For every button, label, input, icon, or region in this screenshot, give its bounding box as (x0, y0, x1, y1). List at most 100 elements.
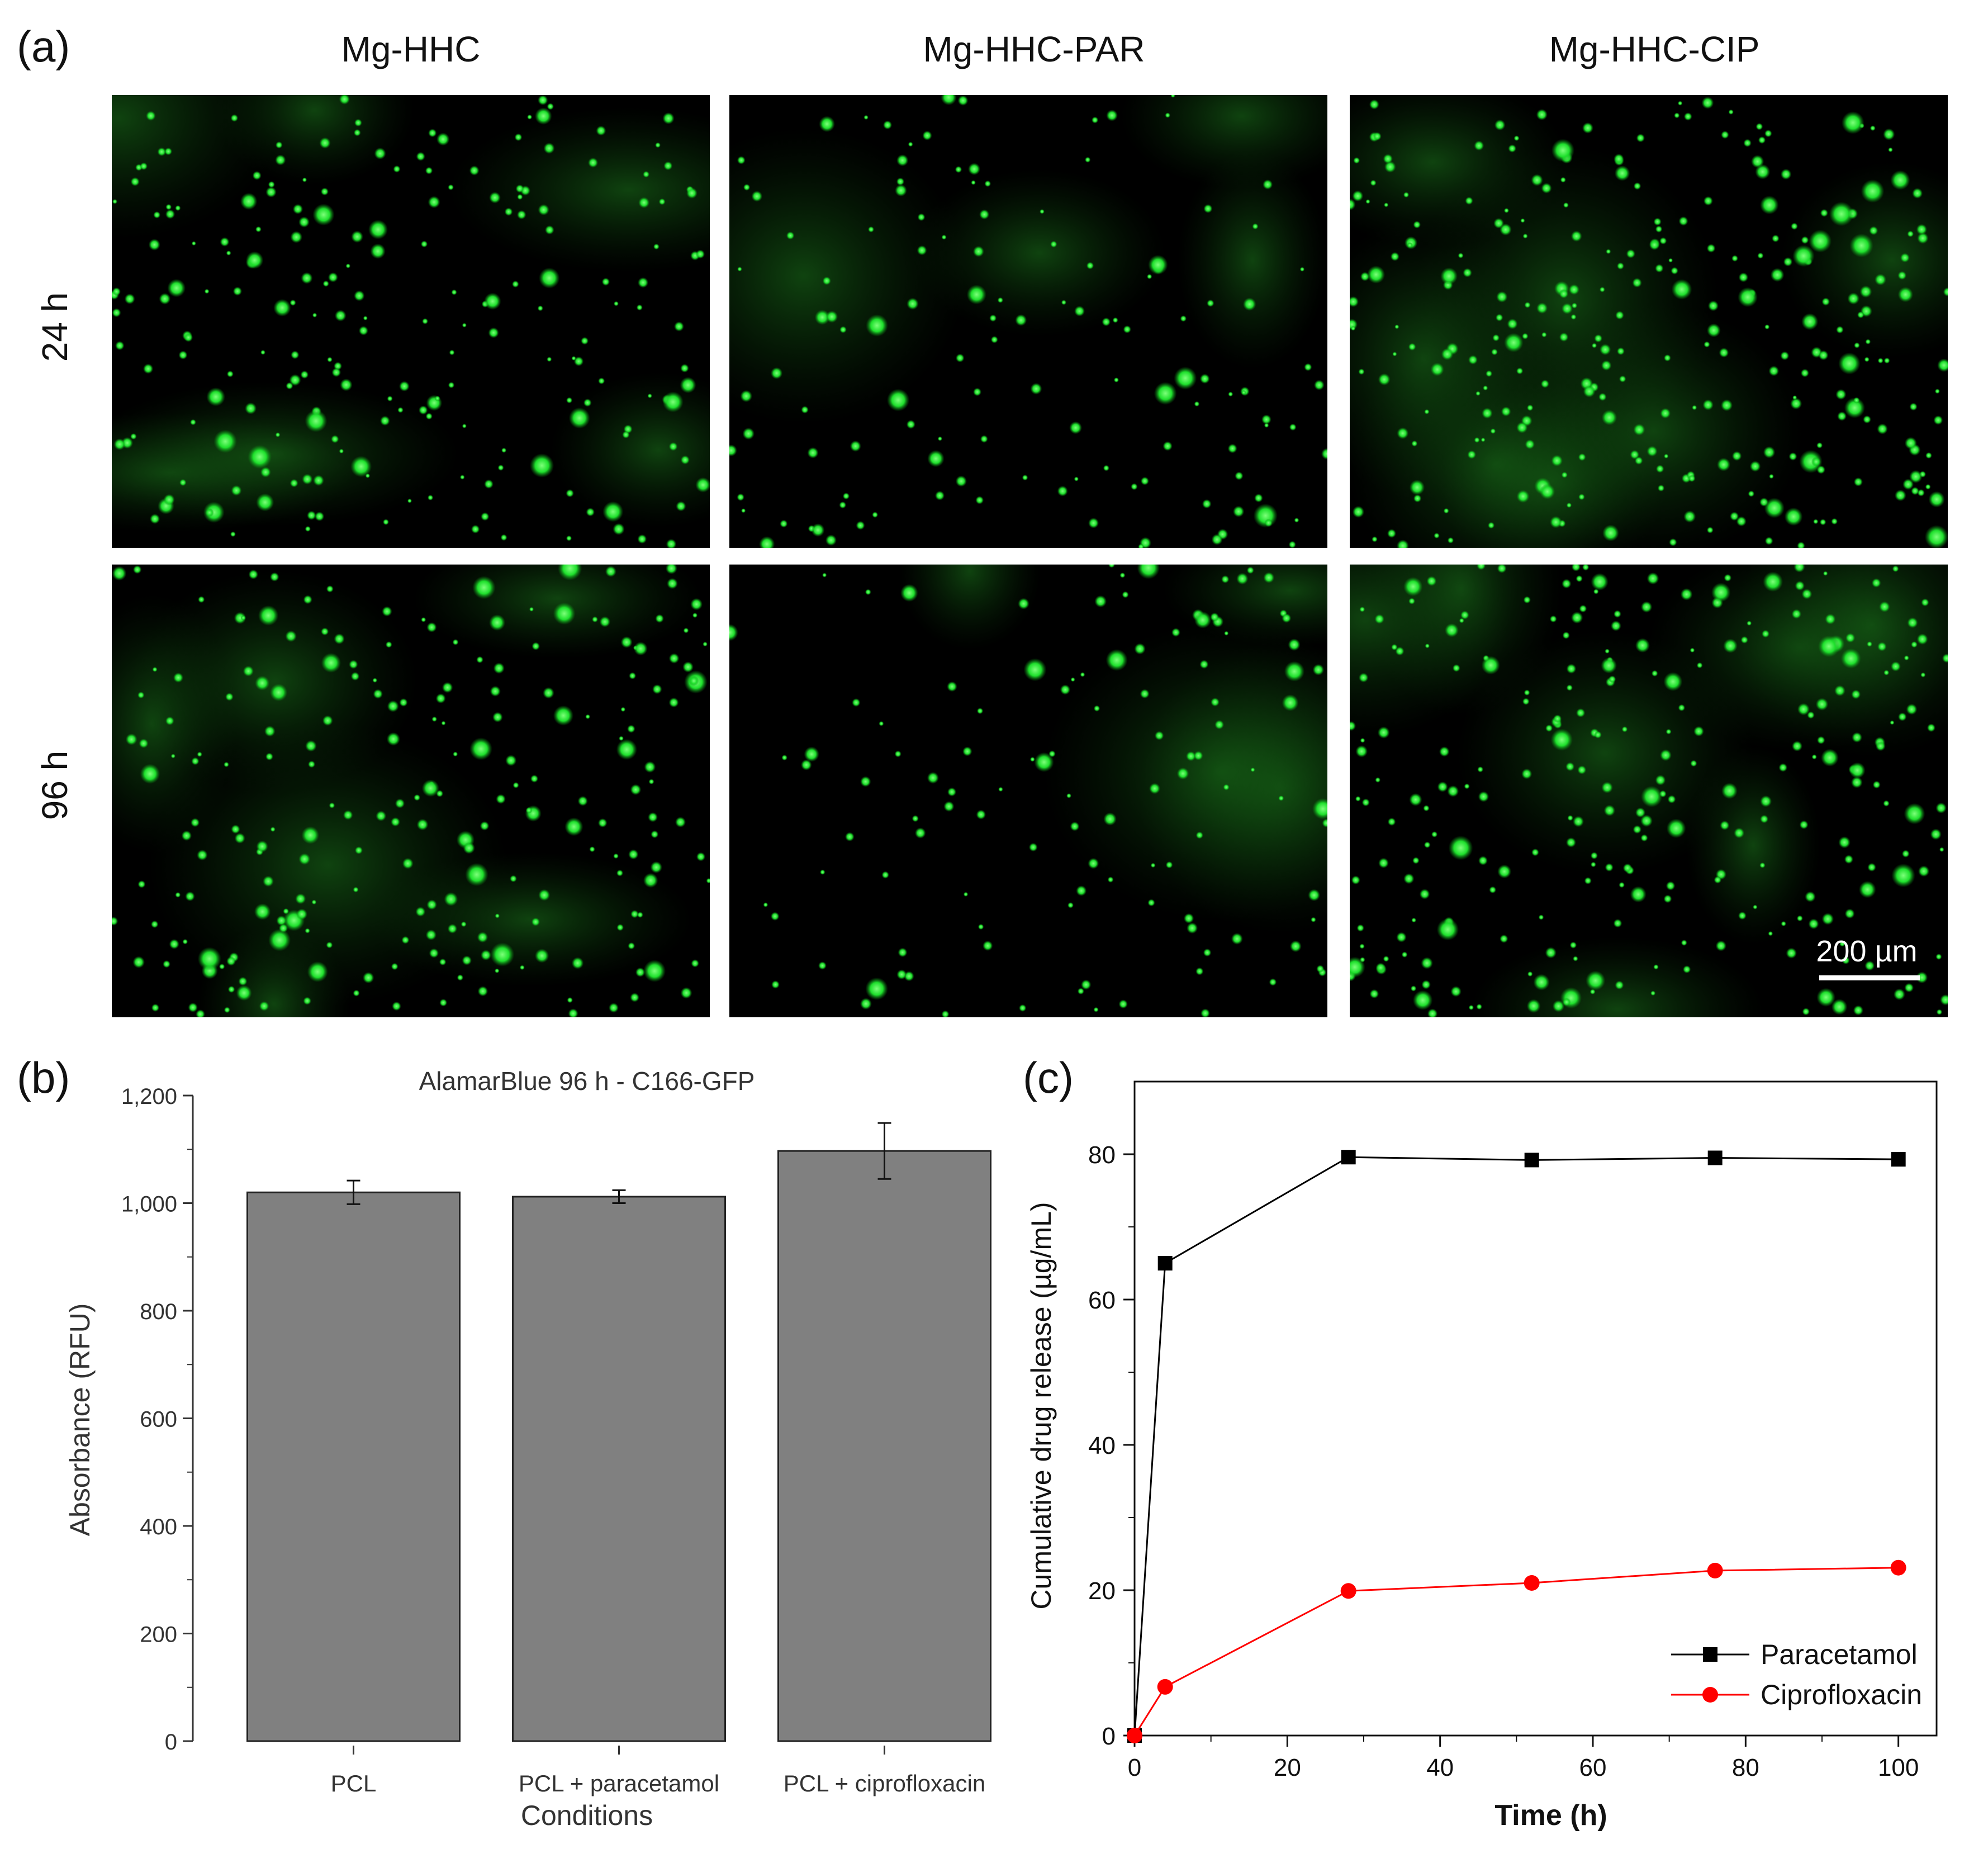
fluorescent-cell (1579, 605, 1587, 613)
fluorescent-cell (1943, 287, 1948, 297)
fluorescent-cell (984, 180, 991, 187)
fluorescent-cell (1935, 954, 1942, 960)
fluorescent-cell (169, 938, 179, 950)
fluorescent-cell (1403, 192, 1410, 198)
fluorescent-cell (1682, 965, 1691, 974)
fluorescent-cell (496, 794, 506, 804)
fluorescent-cell (1849, 762, 1866, 779)
fluorescent-cell (132, 956, 145, 969)
fluorescent-cell (998, 786, 1003, 792)
fluorescent-cell (353, 129, 361, 136)
fluorescent-cell (663, 161, 673, 170)
fluorescent-cell (786, 231, 795, 240)
fluorescent-cell (1149, 783, 1161, 794)
fluorescent-cell (666, 539, 677, 548)
micrograph-content (729, 95, 1327, 548)
fluorescent-cell (544, 225, 554, 235)
fluorescent-cell (1408, 343, 1416, 351)
fluorescent-cell (613, 301, 619, 306)
fluorescent-cell (630, 784, 642, 795)
fluorescent-cell (181, 830, 192, 841)
fluorescent-cell (416, 818, 429, 831)
y-tick-label: 20 (1088, 1577, 1116, 1605)
fluorescent-cell (392, 1001, 401, 1011)
fluorescent-cell (844, 832, 855, 842)
fluorescent-cell (153, 211, 161, 219)
fluorescent-cell (927, 772, 939, 784)
fluorescent-cell (989, 314, 997, 322)
fluorescent-cell (1520, 218, 1525, 223)
fluorescent-cell (345, 263, 351, 269)
fluorescent-cell (1582, 122, 1593, 134)
fluorescent-cell (1559, 332, 1569, 342)
fluorescent-cell (605, 566, 616, 577)
fluorescent-cell (1576, 708, 1586, 718)
fluorescent-cell (1459, 618, 1464, 623)
micrograph-content (1350, 565, 1948, 1017)
fluorescent-cell (655, 614, 664, 623)
fluorescent-cell (1599, 344, 1611, 355)
fluorescent-cell (822, 276, 831, 286)
fluorescent-cell (525, 807, 533, 814)
fluorescent-cell (1755, 164, 1771, 179)
fluorescent-cell (1837, 411, 1847, 421)
fluorescent-cell (1633, 424, 1645, 436)
fluorescent-cell (262, 875, 274, 887)
fluorescent-cell (275, 141, 283, 149)
fluorescent-cell (469, 165, 480, 176)
fluorescent-cell (243, 665, 254, 677)
fluorescent-cell (1916, 971, 1928, 984)
fluorescent-cell (613, 523, 625, 535)
fluorescent-cell (179, 478, 187, 486)
fluorescent-cell (1440, 267, 1458, 285)
x-tick-label: 60 (1579, 1754, 1607, 1781)
fluorescent-cell (313, 475, 324, 486)
fluorescent-cell (1791, 222, 1798, 230)
fluorescent-cell (647, 393, 652, 399)
fluorescent-cell (630, 993, 639, 1002)
fluorescent-cell (1465, 196, 1473, 205)
fluorescent-cell (327, 357, 333, 363)
fluorescent-cell (1288, 541, 1296, 548)
fluorescent-cell (165, 203, 172, 210)
fluorescent-cell (1313, 380, 1325, 391)
fluorescent-cell (1844, 855, 1853, 864)
fluorescent-cell (1080, 979, 1092, 990)
fluorescent-cell (1601, 781, 1613, 794)
fluorescent-cell (1795, 581, 1805, 591)
fluorescent-cell (159, 293, 171, 305)
fluorescent-cell (1246, 566, 1254, 574)
fluorescent-cell (1183, 913, 1194, 924)
fluorescent-cell (1769, 473, 1774, 479)
fluorescent-cell (1721, 783, 1738, 799)
fluorescent-cell (1441, 348, 1454, 361)
fluorescent-cell (1758, 136, 1766, 144)
fluorescent-cell (868, 226, 875, 233)
fluorescent-cell (1936, 1009, 1943, 1015)
fluorescent-cell (1165, 861, 1173, 869)
fluorescent-cell (1590, 989, 1596, 995)
fluorescent-cell (1677, 101, 1683, 106)
fluorescent-cell (1383, 154, 1393, 164)
fluorescent-cell (1626, 249, 1635, 259)
fluorescent-cell (1831, 518, 1838, 525)
fluorescent-cell (638, 197, 650, 208)
fluorescent-cell (1904, 437, 1917, 449)
fluorescent-cell (1489, 886, 1497, 894)
fluorescent-cell (339, 448, 344, 454)
fluorescent-cell (1614, 153, 1624, 164)
fluorescent-cell (425, 413, 433, 420)
fluorescent-cell (1847, 292, 1860, 305)
fluorescent-cell (1409, 793, 1422, 807)
fluorescent-cell (566, 397, 573, 404)
fluorescent-cell (588, 157, 599, 168)
fluorescent-cell (1869, 226, 1878, 235)
fluorescent-cell (1269, 978, 1277, 986)
fluorescent-cell (429, 948, 439, 958)
fluorescent-cell (696, 852, 706, 861)
fluorescent-cell (1566, 684, 1573, 691)
fluorescent-cell (152, 667, 158, 672)
fluorescent-cell (1163, 441, 1173, 451)
x-tick-label: 100 (1878, 1754, 1919, 1781)
fluorescent-cell (321, 653, 341, 673)
